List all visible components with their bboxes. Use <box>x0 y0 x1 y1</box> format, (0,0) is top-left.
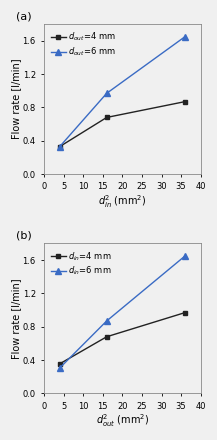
$d_{out}$=6 mm <box>184 34 186 39</box>
Line: $d_{out}$=6 mm: $d_{out}$=6 mm <box>57 33 188 150</box>
$d_{in}$=6 mm <box>58 365 61 370</box>
$d_{in}$=6 mm <box>184 253 186 259</box>
Line: $d_{in}$=6 mm: $d_{in}$=6 mm <box>57 253 188 371</box>
Y-axis label: Flow rate [l/min]: Flow rate [l/min] <box>11 59 21 139</box>
$d_{out}$=4 mm <box>184 99 186 104</box>
$d_{in}$=4 mm <box>58 361 61 367</box>
Text: (a): (a) <box>16 11 31 21</box>
X-axis label: $d_{out}^{2}$ (mm$^{2}$): $d_{out}^{2}$ (mm$^{2}$) <box>96 412 149 429</box>
$d_{out}$=4 mm <box>58 144 61 149</box>
Text: (b): (b) <box>16 231 32 241</box>
Line: $d_{in}$=4 mm: $d_{in}$=4 mm <box>57 310 187 366</box>
$d_{in}$=4 mm <box>105 334 108 339</box>
$d_{out}$=6 mm <box>105 91 108 96</box>
$d_{out}$=4 mm <box>105 115 108 120</box>
Legend: $d_{out}$=4 mm, $d_{out}$=6 mm: $d_{out}$=4 mm, $d_{out}$=6 mm <box>48 28 118 60</box>
$d_{out}$=6 mm <box>58 144 61 149</box>
Legend: $d_{in}$=4 mm, $d_{in}$=6 mm: $d_{in}$=4 mm, $d_{in}$=6 mm <box>48 248 114 280</box>
X-axis label: $d_{in}^{2}$ (mm$^{2}$): $d_{in}^{2}$ (mm$^{2}$) <box>98 193 146 209</box>
Line: $d_{out}$=4 mm: $d_{out}$=4 mm <box>57 99 187 149</box>
Y-axis label: Flow rate [l/min]: Flow rate [l/min] <box>11 278 21 359</box>
$d_{in}$=6 mm <box>105 318 108 323</box>
$d_{in}$=4 mm <box>184 310 186 315</box>
